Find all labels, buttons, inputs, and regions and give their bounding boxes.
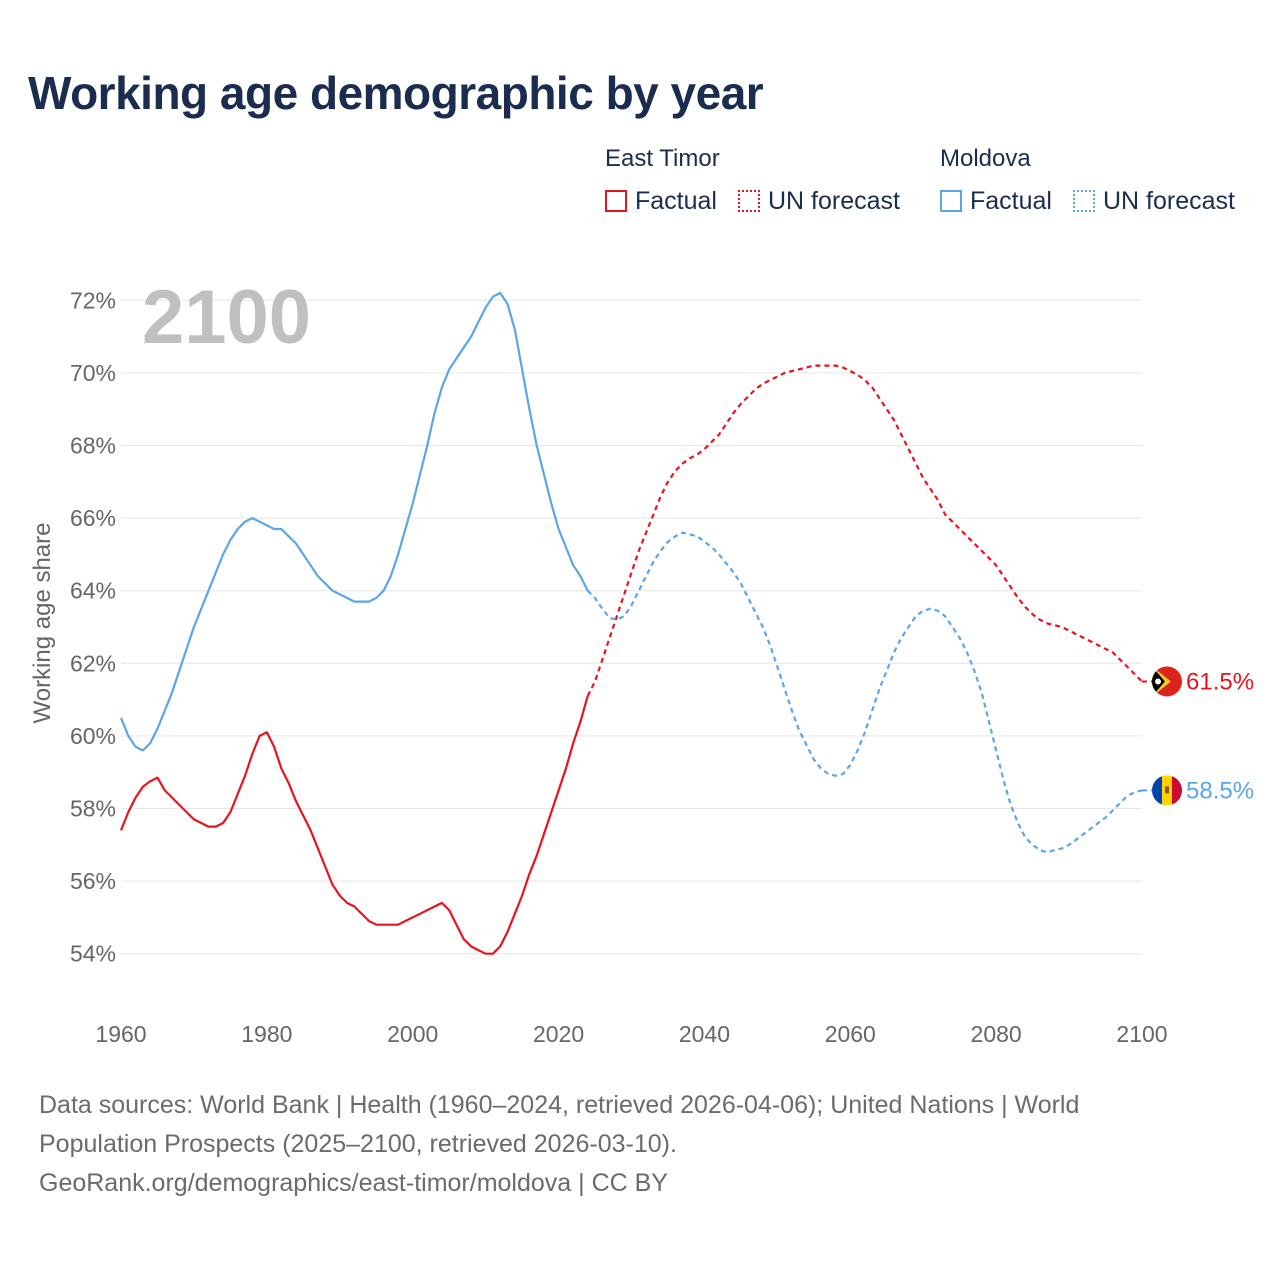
x-tick-label: 2060 <box>825 1021 876 1047</box>
legend-moldova-title: Moldova <box>940 145 1031 172</box>
legend-label: Factual <box>970 186 1052 215</box>
gridlines <box>121 299 1142 955</box>
y-tick-label: 60% <box>70 723 116 749</box>
moldova-flag-icon <box>1152 775 1182 806</box>
moldova-factual-line[interactable] <box>119 291 589 752</box>
x-tick-label: 2000 <box>387 1021 438 1047</box>
legend-east-timor-factual[interactable]: Factual <box>605 186 717 216</box>
y-tick-label: 58% <box>70 796 116 822</box>
east-timor-flag-icon <box>1152 666 1182 697</box>
legend-dotted-blue-swatch-icon <box>1073 190 1095 212</box>
x-tick-label: 2100 <box>1116 1021 1167 1047</box>
moldova-end-label: 58.5% <box>1186 777 1254 804</box>
east-timor-end-label: 61.5% <box>1186 668 1254 695</box>
y-tick-label: 70% <box>70 360 116 386</box>
y-tick-label: 54% <box>70 941 116 967</box>
y-tick-label: 66% <box>70 505 116 531</box>
y-axis-ticks: 54% 56% 58% 60% 62% 64% 66% 68% 70% 72% <box>70 287 116 966</box>
y-tick-label: 72% <box>70 287 116 313</box>
legend-label: Factual <box>635 186 717 215</box>
y-tick-label: 64% <box>70 578 116 604</box>
y-tick-label: 68% <box>70 433 116 459</box>
legend-dotted-red-swatch-icon <box>738 190 760 212</box>
x-tick-label: 1960 <box>95 1021 146 1047</box>
chart-title: Working age demographic by year <box>28 67 764 119</box>
east-timor-forecast-line[interactable] <box>586 364 1143 697</box>
legend-label: UN forecast <box>1103 186 1235 215</box>
legend-solid-red-swatch-icon <box>605 190 627 212</box>
legend-solid-blue-swatch-icon <box>940 190 962 212</box>
year-watermark: 2100 <box>142 275 311 360</box>
x-tick-label: 2020 <box>533 1021 584 1047</box>
footer-sources: Data sources: World Bank | Health (1960–… <box>39 1086 1219 1203</box>
x-tick-label: 2040 <box>679 1021 730 1047</box>
east-timor-factual-line[interactable] <box>119 695 589 955</box>
x-axis-ticks: 1960 1980 2000 2020 2040 2060 2080 2100 <box>95 1021 1167 1047</box>
y-tick-label: 62% <box>70 650 116 676</box>
footer-line-2: Population Prospects (2025–2100, retriev… <box>39 1130 677 1158</box>
footer-line-1: Data sources: World Bank | Health (1960–… <box>39 1091 1080 1119</box>
legend-label: UN forecast <box>768 186 900 215</box>
legend-moldova-forecast[interactable]: UN forecast <box>1073 186 1235 216</box>
legend-east-timor-title: East Timor <box>605 145 720 172</box>
series-end-markers: 61.5% 58.5% <box>1142 666 1254 806</box>
legend-moldova-factual[interactable]: Factual <box>940 186 1052 216</box>
footer-line-3[interactable]: GeoRank.org/demographics/east-timor/mold… <box>39 1169 668 1197</box>
x-tick-label: 1980 <box>241 1021 292 1047</box>
legend-east-timor-forecast[interactable]: UN forecast <box>738 186 900 216</box>
y-axis-label: Working age share <box>29 523 56 724</box>
moldova-forecast-line[interactable] <box>586 531 1143 854</box>
y-tick-label: 56% <box>70 868 116 894</box>
x-tick-label: 2080 <box>971 1021 1022 1047</box>
series-lines <box>119 291 1143 955</box>
